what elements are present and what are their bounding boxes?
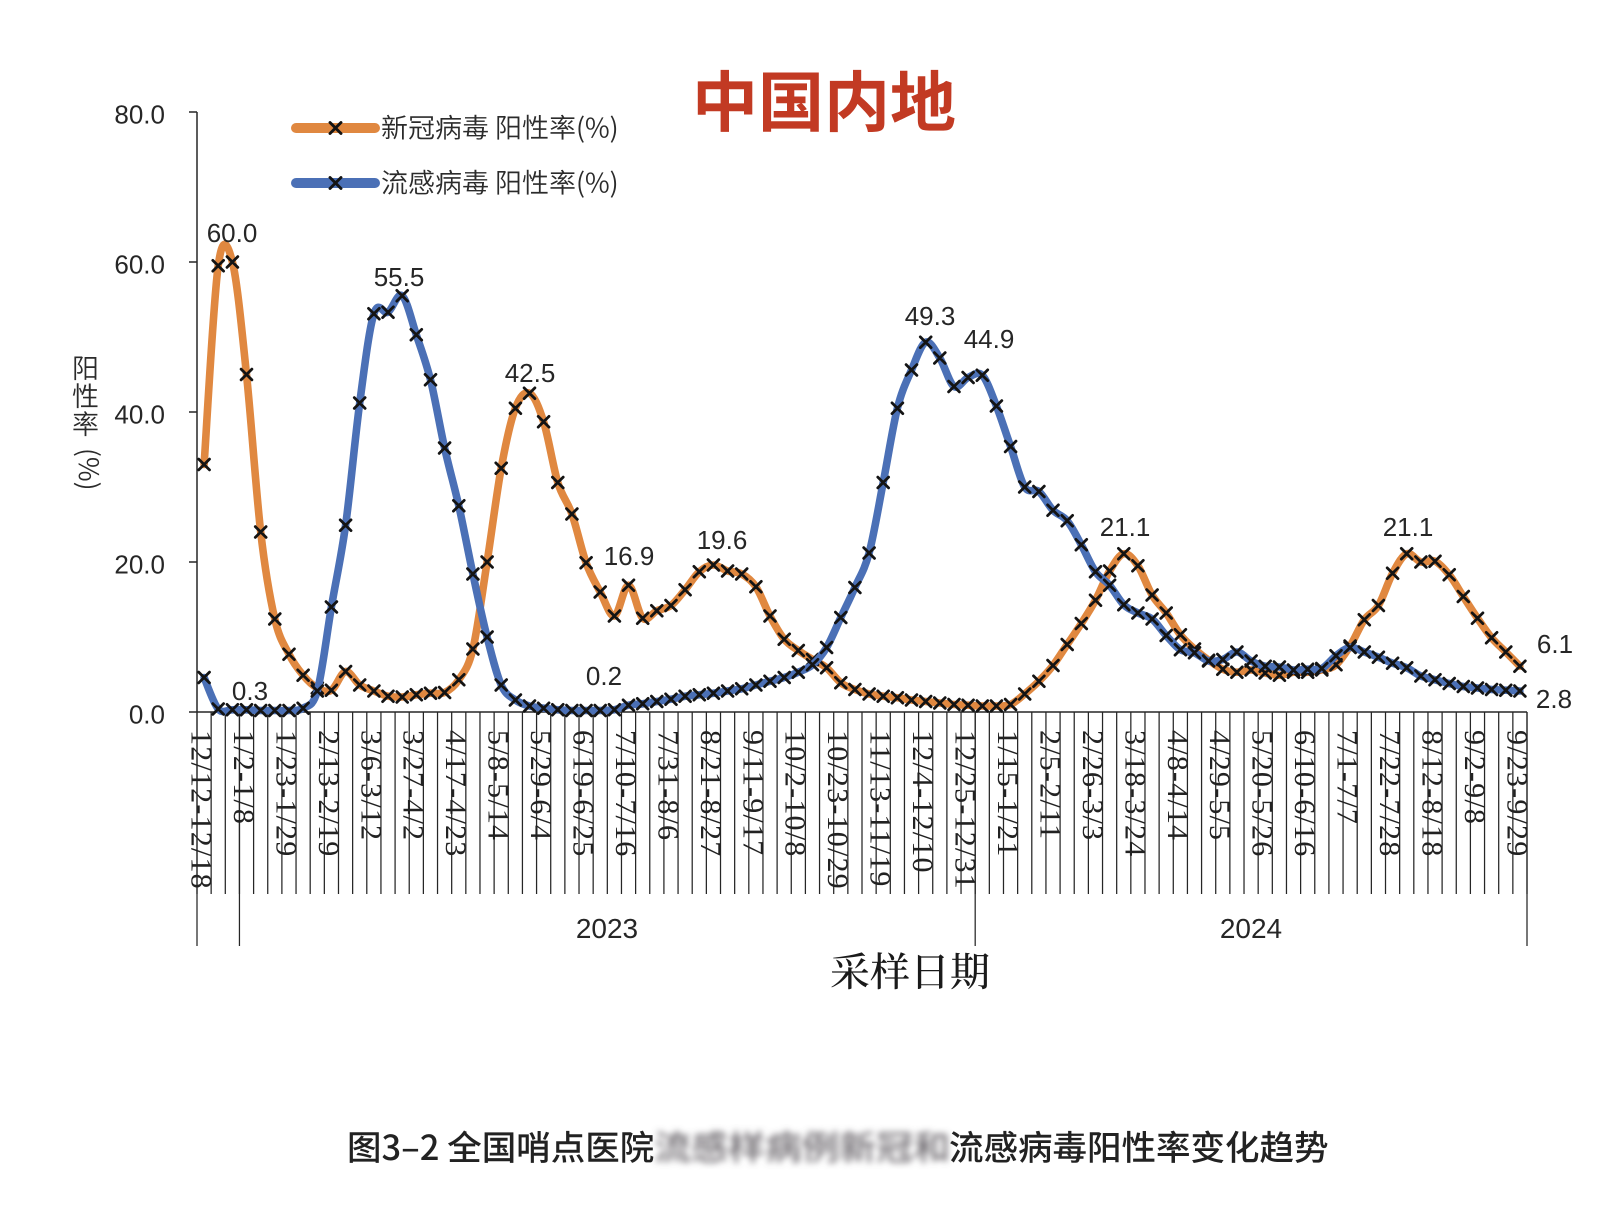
svg-text:9/2-9/8: 9/2-9/8	[1458, 730, 1491, 825]
svg-text:2023: 2023	[576, 913, 638, 944]
svg-text:0.2: 0.2	[586, 661, 622, 691]
svg-text:19.6: 19.6	[697, 525, 748, 555]
svg-text:40.0: 40.0	[114, 400, 165, 430]
svg-text:55.5: 55.5	[374, 262, 425, 292]
svg-text:42.5: 42.5	[505, 358, 556, 388]
svg-text:12/25-12/31: 12/25-12/31	[949, 730, 982, 890]
svg-text:80.0: 80.0	[114, 100, 165, 130]
svg-text:2/26-3/3: 2/26-3/3	[1076, 730, 1109, 841]
svg-text:20.0: 20.0	[114, 550, 165, 580]
svg-text:2/13-2/19: 2/13-2/19	[312, 730, 345, 857]
svg-text:9/11-9/17: 9/11-9/17	[736, 730, 769, 856]
svg-text:60.0: 60.0	[207, 218, 258, 248]
svg-text:9/23-9/29: 9/23-9/29	[1500, 730, 1533, 857]
svg-text:5/20-5/26: 5/20-5/26	[1246, 730, 1279, 857]
svg-text:3/18-3/24: 3/18-3/24	[1118, 730, 1151, 857]
svg-text:2.8: 2.8	[1536, 684, 1572, 714]
svg-text:60.0: 60.0	[114, 250, 165, 280]
svg-text:5/8-5/14: 5/8-5/14	[482, 730, 515, 841]
svg-text:5/29-6/4: 5/29-6/4	[524, 730, 557, 841]
svg-text:1/15-1/21: 1/15-1/21	[991, 730, 1024, 857]
svg-text:12/4-12/10: 12/4-12/10	[906, 730, 939, 874]
svg-text:11/13-11/19: 11/13-11/19	[864, 730, 897, 888]
svg-text:4/29-5/5: 4/29-5/5	[1203, 730, 1236, 841]
svg-text:1/23-1/29: 1/23-1/29	[269, 730, 302, 857]
svg-text:4/8-4/14: 4/8-4/14	[1161, 730, 1194, 841]
svg-text:7/1-7/7: 7/1-7/7	[1331, 730, 1364, 825]
svg-text:6/10-6/16: 6/10-6/16	[1288, 730, 1321, 857]
svg-text:6.1: 6.1	[1537, 629, 1573, 659]
svg-text:2024: 2024	[1220, 913, 1282, 944]
svg-text:12/12-12/18: 12/12-12/18	[185, 730, 218, 890]
svg-text:6/19-6/25: 6/19-6/25	[567, 730, 600, 857]
svg-text:3/6-3/12: 3/6-3/12	[354, 730, 387, 841]
svg-text:2/5-2/11: 2/5-2/11	[1033, 730, 1066, 840]
svg-text:0.0: 0.0	[129, 700, 165, 730]
svg-text:3/27-4/2: 3/27-4/2	[397, 730, 430, 841]
svg-text:49.3: 49.3	[905, 301, 956, 331]
svg-text:7/31-8/6: 7/31-8/6	[651, 730, 684, 841]
svg-text:44.9: 44.9	[964, 324, 1015, 354]
svg-text:21.1: 21.1	[1383, 512, 1434, 542]
svg-text:4/17-4/23: 4/17-4/23	[439, 730, 472, 857]
svg-text:0.3: 0.3	[232, 676, 268, 706]
svg-text:10/2-10/8: 10/2-10/8	[779, 730, 812, 857]
svg-text:7/10-7/16: 7/10-7/16	[609, 730, 642, 857]
svg-text:8/12-8/18: 8/12-8/18	[1415, 730, 1448, 857]
svg-text:21.1: 21.1	[1100, 512, 1151, 542]
svg-text:1/2-1/8: 1/2-1/8	[227, 730, 260, 825]
svg-text:7/22-7/28: 7/22-7/28	[1373, 730, 1406, 857]
svg-text:8/21-8/27: 8/21-8/27	[694, 730, 727, 857]
svg-text:10/23-10/29: 10/23-10/29	[821, 730, 854, 890]
svg-text:16.9: 16.9	[604, 541, 655, 571]
